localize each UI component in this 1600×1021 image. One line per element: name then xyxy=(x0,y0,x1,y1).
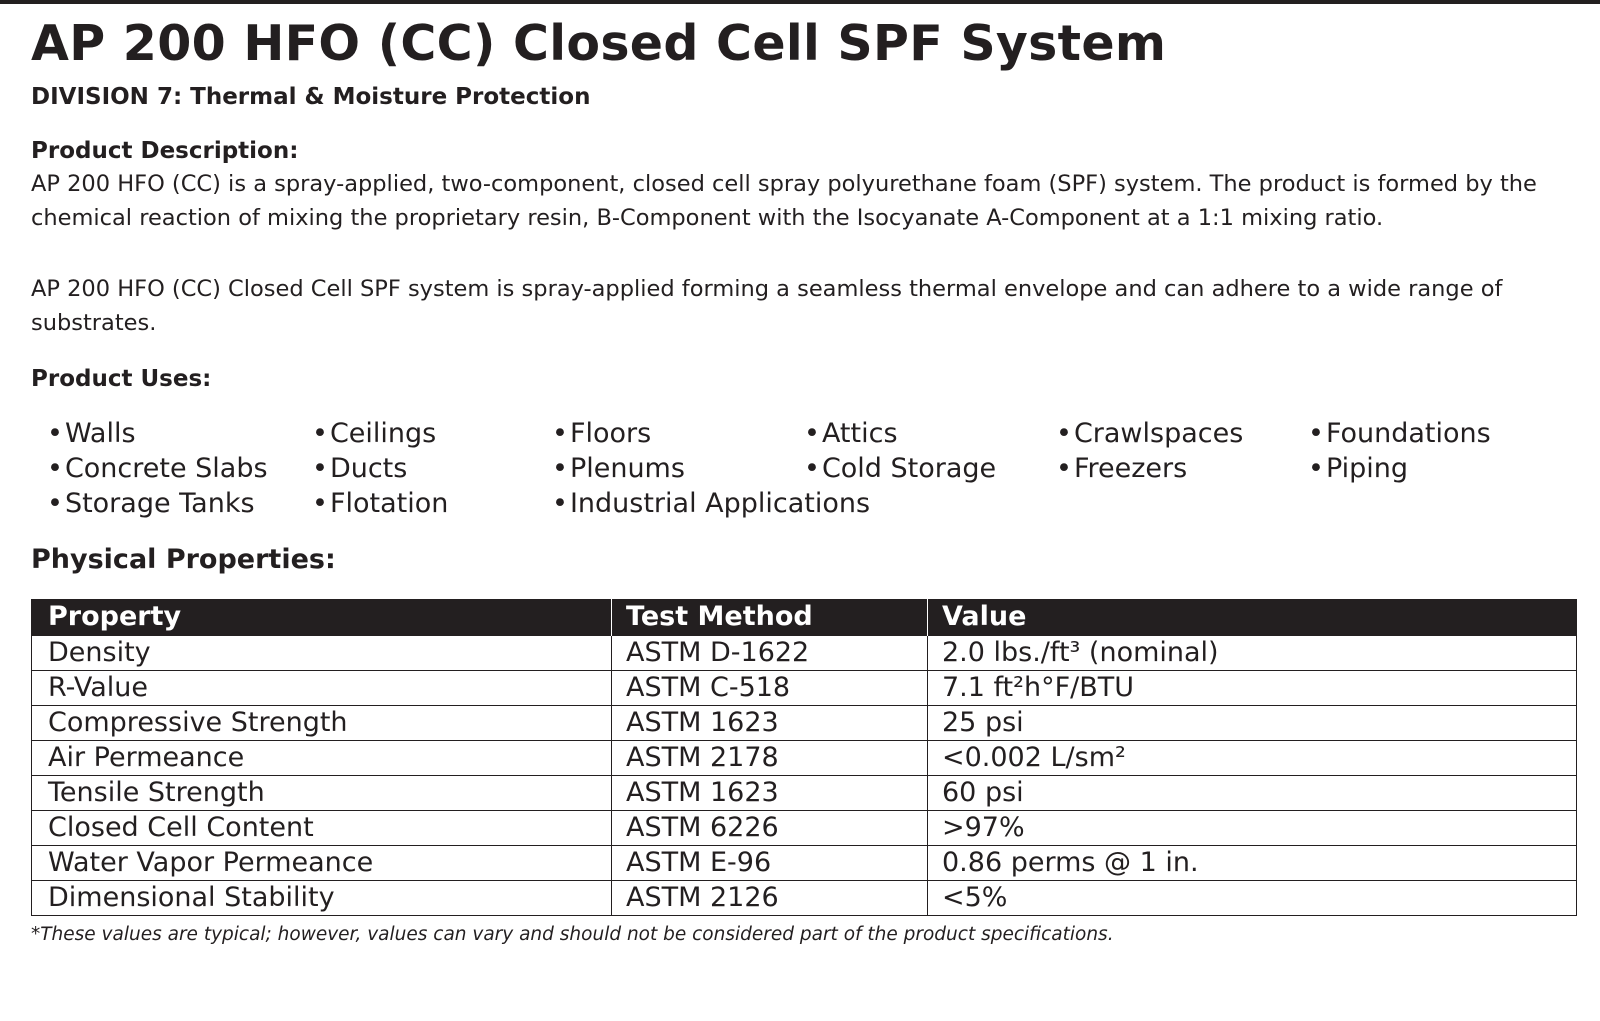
document-title: AP 200 HFO (CC) Closed Cell SPF System xyxy=(31,15,1167,72)
product-description-heading: Product Description: xyxy=(31,138,299,164)
property-cell: Closed Cell Content xyxy=(31,810,612,846)
bullet-icon: • xyxy=(552,453,568,484)
list-item: •Floors xyxy=(552,416,804,451)
column-header-test-method: Test Method xyxy=(611,599,928,636)
list-item: •Crawlspaces xyxy=(1056,416,1308,451)
test-method-cell: ASTM 1623 xyxy=(611,705,928,741)
use-label: Ducts xyxy=(329,453,408,484)
use-label: Storage Tanks xyxy=(64,488,255,519)
use-label: Industrial Applications xyxy=(569,488,871,519)
table-row: Air Permeance ASTM 2178 <0.002 L/sm² xyxy=(31,740,1577,776)
property-cell: R-Value xyxy=(31,670,612,706)
use-label: Foundations xyxy=(1325,418,1491,449)
table-row: Dimensional Stability ASTM 2126 <5% xyxy=(31,880,1577,916)
table-header-row: Property Test Method Value xyxy=(31,599,1577,636)
table-body: Density ASTM D-1622 2.0 lbs./ft³ (nominal)… xyxy=(31,635,1577,916)
use-label: Ceilings xyxy=(329,418,437,449)
value-cell: 7.1 ft²h°F/BTU xyxy=(927,670,1577,706)
list-item: •Piping xyxy=(1308,451,1548,486)
property-cell: Compressive Strength xyxy=(31,705,612,741)
bullet-icon: • xyxy=(1056,418,1072,449)
bullet-icon: • xyxy=(804,418,820,449)
use-label: Attics xyxy=(821,418,898,449)
test-method-cell: ASTM 6226 xyxy=(611,810,928,846)
value-cell: 0.86 perms @ 1 in. xyxy=(927,845,1577,881)
test-method-cell: ASTM D-1622 xyxy=(611,635,928,671)
use-label: Concrete Slabs xyxy=(64,453,268,484)
table-row: Closed Cell Content ASTM 6226 >97% xyxy=(31,810,1577,846)
list-item: •Industrial Applications xyxy=(552,486,1056,521)
value-cell: >97% xyxy=(927,810,1577,846)
footnote: *These values are typical; however, valu… xyxy=(31,924,1114,945)
property-cell: Water Vapor Permeance xyxy=(31,845,612,881)
test-method-cell: ASTM 2126 xyxy=(611,880,928,916)
list-item: •Flotation xyxy=(312,486,552,521)
column-header-value: Value xyxy=(927,599,1577,636)
value-cell: <0.002 L/sm² xyxy=(927,740,1577,776)
property-cell: Air Permeance xyxy=(31,740,612,776)
bullet-icon: • xyxy=(1308,453,1324,484)
list-item: •Attics xyxy=(804,416,1056,451)
use-label: Flotation xyxy=(329,488,449,519)
list-item: •Plenums xyxy=(552,451,804,486)
use-label: Crawlspaces xyxy=(1073,418,1244,449)
product-description-paragraph: AP 200 HFO (CC) Closed Cell SPF system i… xyxy=(31,276,1503,336)
table-row: Density ASTM D-1622 2.0 lbs./ft³ (nominal) xyxy=(31,635,1577,671)
list-item: •Ceilings xyxy=(312,416,552,451)
product-uses-list: •Walls •Ceilings •Floors •Attics •Crawlspace… xyxy=(47,416,1576,521)
bullet-icon: • xyxy=(552,488,568,519)
product-uses-heading: Product Uses: xyxy=(31,366,212,392)
test-method-cell: ASTM 2178 xyxy=(611,740,928,776)
test-method-cell: ASTM 1623 xyxy=(611,775,928,811)
bullet-icon: • xyxy=(47,453,63,484)
list-item: •Freezers xyxy=(1056,451,1308,486)
property-cell: Tensile Strength xyxy=(31,775,612,811)
table-row: R-Value ASTM C-518 7.1 ft²h°F/BTU xyxy=(31,670,1577,706)
bullet-icon: • xyxy=(552,418,568,449)
use-label: Floors xyxy=(569,418,652,449)
test-method-cell: ASTM E-96 xyxy=(611,845,928,881)
table-row: Compressive Strength ASTM 1623 25 psi xyxy=(31,705,1577,741)
use-label: Walls xyxy=(64,418,136,449)
list-item: •Storage Tanks xyxy=(47,486,312,521)
test-method-cell: ASTM C-518 xyxy=(611,670,928,706)
division-label: DIVISION 7: Thermal & Moisture Protectio… xyxy=(31,84,591,110)
table-row: Water Vapor Permeance ASTM E-96 0.86 perms… xyxy=(31,845,1577,881)
use-label: Plenums xyxy=(569,453,685,484)
column-header-property: Property xyxy=(31,599,612,636)
bullet-icon: • xyxy=(47,418,63,449)
list-item: •Ducts xyxy=(312,451,552,486)
value-cell: 60 psi xyxy=(927,775,1577,811)
list-item: •Walls xyxy=(47,416,312,451)
physical-properties-heading: Physical Properties: xyxy=(31,544,336,575)
property-cell: Dimensional Stability xyxy=(31,880,612,916)
bullet-icon: • xyxy=(312,453,328,484)
use-label: Piping xyxy=(1325,453,1409,484)
table-row: Tensile Strength ASTM 1623 60 psi xyxy=(31,775,1577,811)
bullet-icon: • xyxy=(312,418,328,449)
list-item: •Cold Storage xyxy=(804,451,1056,486)
bullet-icon: • xyxy=(47,488,63,519)
use-label: Freezers xyxy=(1073,453,1188,484)
value-cell: 25 psi xyxy=(927,705,1577,741)
bullet-icon: • xyxy=(312,488,328,519)
document-page: AP 200 HFO (CC) Closed Cell SPF System D… xyxy=(31,12,1577,948)
bullet-icon: • xyxy=(1308,418,1324,449)
product-description-paragraph: AP 200 HFO (CC) is a spray-applied, two-… xyxy=(31,171,1537,231)
value-cell: 2.0 lbs./ft³ (nominal) xyxy=(927,635,1577,671)
bullet-icon: • xyxy=(1056,453,1072,484)
bullet-icon: • xyxy=(804,453,820,484)
value-cell: <5% xyxy=(927,880,1577,916)
list-item: •Foundations xyxy=(1308,416,1548,451)
list-item: •Concrete Slabs xyxy=(47,451,312,486)
property-cell: Density xyxy=(31,635,612,671)
use-label: Cold Storage xyxy=(821,453,997,484)
top-rule xyxy=(0,0,1600,4)
physical-properties-table: Property Test Method Value Density ASTM D… xyxy=(31,599,1577,916)
